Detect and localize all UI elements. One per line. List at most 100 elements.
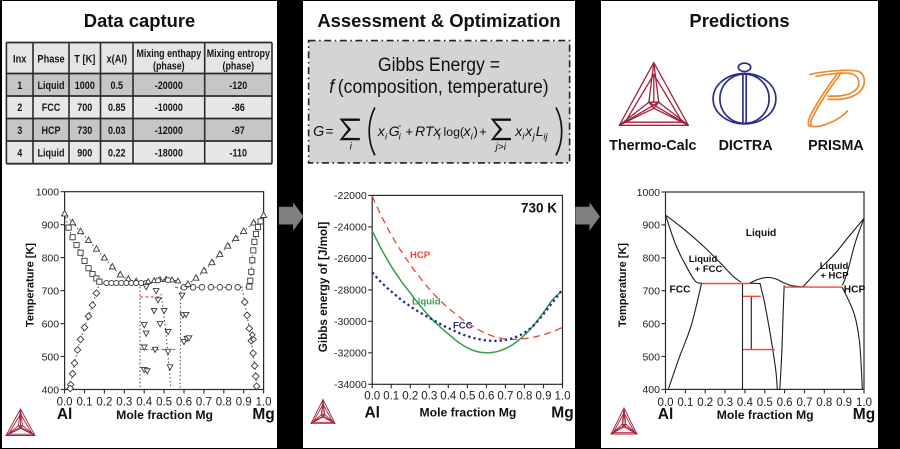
svg-text:0.0: 0.0 — [364, 391, 380, 403]
svg-text:T [K]: T [K] — [74, 54, 95, 66]
svg-text:0.7: 0.7 — [497, 391, 513, 403]
svg-text:L: L — [536, 123, 544, 139]
svg-text:0.85: 0.85 — [108, 102, 126, 114]
svg-text:1000: 1000 — [637, 187, 661, 199]
svg-text:900: 900 — [42, 220, 60, 232]
svg-text:900: 900 — [642, 220, 660, 232]
svg-text:(phase): (phase) — [153, 61, 185, 73]
svg-text:0.03: 0.03 — [108, 125, 126, 137]
svg-text:730: 730 — [77, 125, 92, 137]
svg-text:2: 2 — [17, 102, 22, 114]
svg-text:HCP: HCP — [410, 250, 431, 261]
svg-text:0.22: 0.22 — [108, 148, 126, 160]
svg-text:G: G — [389, 123, 400, 139]
svg-text:-97: -97 — [232, 125, 245, 137]
svg-text:0.4: 0.4 — [440, 391, 457, 403]
svg-text:Mixing enthapy: Mixing enthapy — [136, 48, 201, 60]
svg-text:0.1: 0.1 — [383, 391, 399, 403]
svg-text:4: 4 — [17, 148, 22, 160]
svg-text:FCC: FCC — [670, 285, 692, 296]
svg-text:Phase: Phase — [37, 54, 65, 66]
svg-text:-110: -110 — [230, 148, 248, 160]
svg-text:0.8: 0.8 — [516, 391, 532, 403]
svg-text:HCP: HCP — [844, 285, 866, 296]
svg-text:0.7: 0.7 — [196, 397, 212, 409]
svg-text:0.8: 0.8 — [216, 397, 232, 409]
svg-text:0.9: 0.9 — [836, 397, 852, 409]
svg-text:0.6: 0.6 — [777, 397, 793, 409]
svg-text:0.2: 0.2 — [402, 391, 418, 403]
svg-text:Al: Al — [57, 406, 73, 423]
svg-text:0.5: 0.5 — [459, 391, 475, 403]
svg-text:0.4: 0.4 — [737, 397, 754, 409]
svg-text:Temperature [K]: Temperature [K] — [25, 243, 37, 327]
svg-text:1000: 1000 — [75, 80, 95, 92]
svg-text:log(: log( — [444, 125, 465, 139]
svg-text:i: i — [438, 132, 441, 143]
svg-text:Mole fraction Mg: Mole fraction Mg — [717, 408, 814, 422]
svg-text:RTx: RTx — [415, 123, 441, 139]
svg-text:i: i — [385, 132, 388, 143]
svg-text:+ HCP: + HCP — [820, 271, 849, 282]
svg-text:x(Al): x(Al) — [107, 54, 128, 66]
svg-text:900: 900 — [77, 148, 92, 160]
svg-text:(phase): (phase) — [223, 61, 255, 73]
svg-text:-18000: -18000 — [155, 148, 183, 160]
svg-text:0.0: 0.0 — [658, 397, 674, 409]
svg-text:0.5: 0.5 — [111, 80, 124, 92]
svg-text:-86: -86 — [232, 102, 245, 114]
svg-text:-26000: -26000 — [334, 253, 367, 265]
svg-text:1: 1 — [17, 80, 22, 92]
svg-text:): ) — [474, 124, 478, 139]
svg-text:+: + — [405, 124, 413, 139]
svg-text:Liquid: Liquid — [820, 261, 849, 272]
svg-text:400: 400 — [642, 384, 660, 396]
svg-text:Temperature [K]: Temperature [K] — [617, 243, 629, 327]
svg-text:j>i: j>i — [494, 142, 507, 153]
svg-text:Al: Al — [658, 406, 674, 423]
svg-text:1.0: 1.0 — [555, 391, 571, 403]
svg-text:400: 400 — [42, 384, 60, 396]
svg-text:0.5: 0.5 — [757, 397, 773, 409]
svg-text:i: i — [350, 142, 353, 153]
svg-text:0.2: 0.2 — [96, 397, 112, 409]
svg-text:j: j — [531, 132, 536, 143]
svg-text:500: 500 — [42, 351, 60, 363]
svg-text:0.2: 0.2 — [697, 397, 713, 409]
svg-text:ij: ij — [543, 132, 548, 143]
svg-text:-34000: -34000 — [334, 379, 367, 391]
svg-text:0.5: 0.5 — [156, 397, 172, 409]
svg-text:1.0: 1.0 — [856, 397, 872, 409]
svg-text:+ FCC: + FCC — [695, 264, 723, 275]
svg-text:HCP: HCP — [41, 125, 60, 137]
svg-text:3: 3 — [17, 125, 22, 137]
svg-text:Liquid: Liquid — [37, 80, 64, 92]
svg-text:1.0: 1.0 — [256, 397, 272, 409]
svg-text:0.0: 0.0 — [57, 397, 73, 409]
svg-text:-120: -120 — [229, 80, 247, 92]
svg-text:x: x — [463, 123, 472, 139]
svg-text:-30000: -30000 — [334, 316, 367, 328]
svg-text:=: = — [326, 124, 334, 139]
svg-text:Liquid: Liquid — [689, 254, 718, 265]
svg-text:-20000: -20000 — [155, 80, 183, 92]
svg-text:Mole fraction Mg: Mole fraction Mg — [419, 406, 516, 420]
svg-text:i: i — [522, 132, 525, 143]
svg-text:700: 700 — [642, 286, 660, 298]
svg-text:◦: ◦ — [398, 121, 401, 131]
svg-text:-32000: -32000 — [334, 348, 367, 360]
svg-text:i: i — [399, 132, 402, 143]
svg-text:x: x — [524, 123, 533, 139]
svg-text:Gibbs energy of [J/mol]: Gibbs energy of [J/mol] — [317, 222, 330, 353]
svg-text:0.8: 0.8 — [816, 397, 832, 409]
svg-text:Liquid: Liquid — [746, 228, 777, 239]
svg-text:FCC: FCC — [453, 321, 473, 332]
svg-text:+: + — [479, 124, 487, 139]
svg-text:800: 800 — [42, 252, 60, 264]
svg-text:-24000: -24000 — [334, 222, 367, 234]
svg-text:0.6: 0.6 — [478, 391, 494, 403]
svg-text:-22000: -22000 — [334, 190, 367, 202]
svg-text:730 K: 730 K — [521, 201, 557, 216]
svg-text:Mg: Mg — [853, 406, 875, 423]
svg-text:-28000: -28000 — [334, 285, 367, 297]
